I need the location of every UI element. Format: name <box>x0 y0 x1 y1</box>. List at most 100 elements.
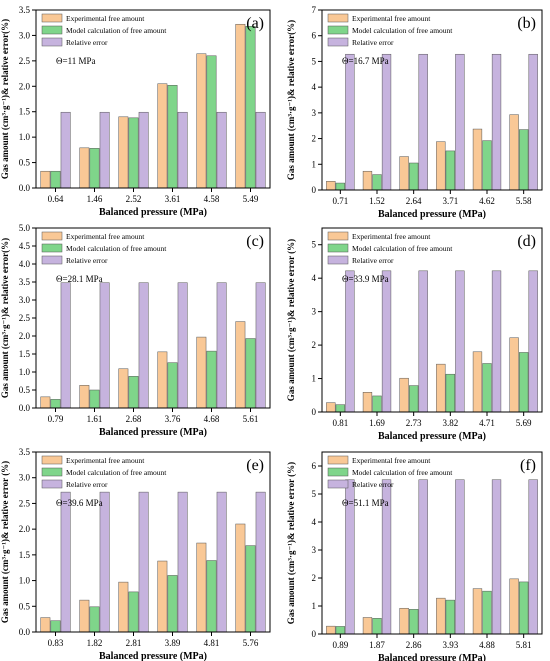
y-tick-label: 3.5 <box>19 447 31 457</box>
y-axis-label: Gas amount (cm³·g⁻¹)& relative error(%) <box>0 19 10 179</box>
x-tick-label: 1.46 <box>87 194 103 204</box>
bar-model <box>445 373 455 413</box>
legend-label: Experimental free amount <box>66 456 145 465</box>
legend-swatch <box>327 25 349 35</box>
chart-panel-a: 0.0 0.5 1.0 1.5 2.0 2.5 3.0 3.5 0.64 1.46 2.52 3.61… <box>0 5 271 218</box>
legend-swatch <box>327 467 349 477</box>
x-axis-label: Balanced pressure (MPa) <box>378 431 486 442</box>
bar-relative-error <box>418 53 428 191</box>
panel-label: (d) <box>517 233 536 250</box>
bar-relative-error <box>216 111 227 189</box>
bar-model <box>50 170 61 189</box>
x-axis-label: Balanced pressure (MPa) <box>378 653 486 661</box>
chart-panel-b: 0 1 2 3 4 5 6 7 0.71 1.52 2.64 3.71 4.62 5.58 Balanced… <box>286 5 543 220</box>
y-tick-label: 3.5 <box>19 277 31 287</box>
chart-panel-e: 0.0 0.5 1.0 1.5 2.0 2.5 3.0 3.5 0.83 1.82 2.81 3.89… <box>0 447 271 661</box>
x-tick-label: 2.52 <box>126 194 142 204</box>
legend-label: Relative error <box>66 38 108 47</box>
x-tick-label: 3.82 <box>442 418 458 428</box>
y-tick-label: 3 <box>312 545 317 555</box>
bar-model <box>245 545 256 633</box>
bar-relative-error <box>255 111 266 189</box>
y-axis-label: Gas amount (cm³·g⁻¹)& relative error(%) <box>0 238 10 398</box>
x-axis-label: Balanced pressure (MPa) <box>99 427 207 438</box>
x-tick-label: 1.61 <box>87 414 103 424</box>
legend-label: Model calculation of free amount <box>352 26 453 35</box>
bar-model <box>519 129 529 191</box>
bar-relative-error <box>177 491 188 633</box>
panel-label: (c) <box>246 233 264 250</box>
y-tick-label: 2.5 <box>19 498 31 508</box>
x-tick-label: 3.61 <box>165 194 181 204</box>
bar-experimental <box>399 377 409 413</box>
y-tick-label: 4 <box>312 517 317 527</box>
bar-model <box>128 376 139 409</box>
legend-swatch <box>41 255 63 265</box>
bar-model <box>372 395 382 413</box>
bar-relative-error <box>345 270 355 413</box>
bar-experimental <box>235 23 246 189</box>
condition-label: Θ=39.6 MPa <box>56 498 103 508</box>
y-axis-label: Gas amount (cm³·g⁻¹)& relative error(%) <box>286 20 296 180</box>
legend-swatch <box>327 255 349 265</box>
legend-swatch <box>327 479 349 489</box>
bar-relative-error <box>216 491 227 633</box>
bar-experimental <box>436 141 446 191</box>
plot-frame <box>321 227 543 413</box>
panel-label: (b) <box>517 15 536 32</box>
bar-experimental <box>509 114 519 191</box>
y-tick-label: 5 <box>312 240 317 250</box>
legend-swatch <box>41 479 63 489</box>
bar-model <box>445 599 455 635</box>
condition-label: Θ=33.9 MPa <box>342 274 389 284</box>
bar-model <box>89 606 100 633</box>
legend-swatch <box>327 243 349 253</box>
bar-experimental <box>436 363 446 413</box>
x-tick-label: 5.61 <box>243 414 259 424</box>
y-tick-label: 2.5 <box>19 313 31 323</box>
bar-experimental <box>40 170 51 189</box>
bar-experimental <box>362 617 373 635</box>
bar-experimental <box>196 542 207 633</box>
y-tick-label: 5 <box>312 56 317 66</box>
bar-relative-error <box>491 53 502 191</box>
legend-swatch <box>327 455 349 465</box>
bar-experimental <box>196 336 207 409</box>
bar-model <box>519 352 529 413</box>
bar-model <box>50 399 61 409</box>
bar-model <box>89 389 100 409</box>
bar-experimental <box>472 351 483 413</box>
y-tick-label: 1.5 <box>19 349 31 359</box>
bar-relative-error <box>255 491 266 633</box>
bar-relative-error <box>99 111 110 189</box>
bar-model <box>206 55 217 189</box>
legend-label: Model calculation of free amount <box>352 468 453 477</box>
bar-model <box>167 575 178 633</box>
bar-relative-error <box>528 270 538 413</box>
x-tick-label: 4.62 <box>479 196 495 206</box>
bar-relative-error <box>455 270 465 413</box>
bar-model <box>409 609 419 635</box>
bar-model <box>372 618 382 635</box>
bar-model <box>409 385 419 413</box>
x-tick-label: 5.49 <box>243 194 259 204</box>
x-axis-label: Balanced pressure (MPa) <box>378 209 486 220</box>
y-tick-label: 1 <box>312 601 317 611</box>
x-tick-label: 5.81 <box>516 640 532 650</box>
y-tick-label: 1.5 <box>19 107 31 117</box>
y-tick-label: 0 <box>312 185 317 195</box>
x-tick-label: 3.71 <box>442 196 458 206</box>
y-axis-label: Gas amount (cm³·g⁻¹)& relative error (%) <box>0 461 10 623</box>
chart-panel-f: 0 1 2 3 4 5 6 0.89 1.87 2.86 3.93 4.88 5.81 Balanced … <box>286 451 543 661</box>
x-tick-label: 1.87 <box>369 640 385 650</box>
x-tick-label: 2.68 <box>126 414 142 424</box>
legend-swatch <box>41 467 63 477</box>
bar-experimental <box>196 53 207 189</box>
bar-experimental <box>509 578 519 635</box>
bar-experimental <box>118 368 129 409</box>
x-tick-label: 5.69 <box>516 418 532 428</box>
panel-label: (e) <box>246 457 264 474</box>
bar-experimental <box>79 385 90 409</box>
bar-relative-error <box>60 282 71 409</box>
